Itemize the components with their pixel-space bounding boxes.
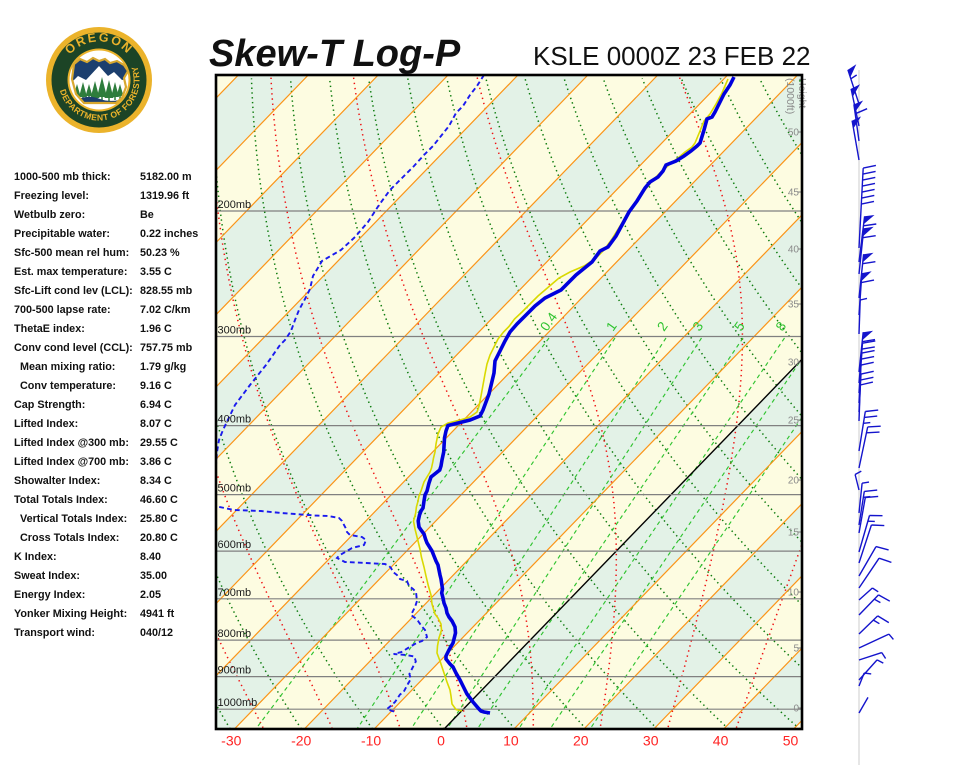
svg-text:Sfc-500 mean rel hum:: Sfc-500 mean rel hum:: [14, 247, 129, 259]
svg-text:Conv temperature:: Conv temperature:: [20, 380, 116, 392]
svg-text:5182.00 m: 5182.00 m: [140, 171, 192, 183]
svg-text:Mean mixing ratio:: Mean mixing ratio:: [20, 361, 115, 373]
svg-text:0: 0: [437, 733, 445, 749]
svg-text:45: 45: [788, 188, 800, 199]
svg-text:9.16 C: 9.16 C: [140, 380, 172, 392]
svg-text:50: 50: [788, 128, 800, 139]
svg-text:-30: -30: [221, 733, 241, 749]
svg-text:Be: Be: [140, 209, 154, 221]
svg-text:Est. max temperature:: Est. max temperature:: [14, 266, 127, 278]
svg-text:8.07 C: 8.07 C: [140, 418, 172, 430]
svg-text:20: 20: [788, 476, 800, 487]
svg-text:400mb: 400mb: [218, 414, 252, 426]
svg-text:757.75 mb: 757.75 mb: [140, 342, 193, 354]
svg-text:Freezing level:: Freezing level:: [14, 190, 89, 202]
svg-text:0.22 inches: 0.22 inches: [140, 228, 198, 240]
svg-text:040/12: 040/12: [140, 627, 173, 639]
svg-text:1319.96 ft: 1319.96 ft: [140, 190, 190, 202]
svg-text:800mb: 800mb: [218, 628, 252, 640]
svg-text:8.40: 8.40: [140, 551, 161, 563]
svg-text:7.02 C/km: 7.02 C/km: [140, 304, 190, 316]
svg-text:35: 35: [788, 300, 800, 311]
svg-text:10: 10: [788, 588, 800, 599]
svg-text:Cap Strength:: Cap Strength:: [14, 399, 85, 411]
svg-text:500mb: 500mb: [218, 483, 252, 495]
svg-text:K Index:: K Index:: [14, 551, 57, 563]
svg-text:1.96 C: 1.96 C: [140, 323, 172, 335]
svg-text:40: 40: [713, 733, 729, 749]
svg-text:Cross Totals Index:: Cross Totals Index:: [20, 532, 119, 544]
svg-text:40: 40: [788, 245, 800, 256]
svg-text:1000-500 mb thick:: 1000-500 mb thick:: [14, 171, 111, 183]
svg-text:700mb: 700mb: [218, 587, 252, 599]
svg-text:Lifted Index @700 mb:: Lifted Index @700 mb:: [14, 456, 129, 468]
svg-text:20: 20: [573, 733, 589, 749]
svg-text:828.55 mb: 828.55 mb: [140, 285, 193, 297]
svg-text:700-500 lapse rate:: 700-500 lapse rate:: [14, 304, 111, 316]
svg-text:46.60 C: 46.60 C: [140, 494, 178, 506]
svg-text:8.34 C: 8.34 C: [140, 475, 172, 487]
svg-text:1.79 g/kg: 1.79 g/kg: [140, 361, 186, 373]
svg-text:35.00: 35.00: [140, 570, 167, 582]
svg-text:50: 50: [783, 733, 799, 749]
svg-text:30: 30: [788, 358, 800, 369]
svg-text:Precipitable water:: Precipitable water:: [14, 228, 110, 240]
svg-text:50.23 %: 50.23 %: [140, 247, 180, 259]
svg-text:15: 15: [788, 528, 800, 539]
svg-text:Lifted Index @300 mb:: Lifted Index @300 mb:: [14, 437, 129, 449]
svg-text:2.05: 2.05: [140, 589, 161, 601]
svg-text:Energy Index:: Energy Index:: [14, 589, 85, 601]
svg-text:6.94 C: 6.94 C: [140, 399, 172, 411]
svg-text:KSLE 0000Z 23 FEB 22: KSLE 0000Z 23 FEB 22: [533, 41, 811, 71]
svg-text:10: 10: [503, 733, 519, 749]
svg-text:3.55 C: 3.55 C: [140, 266, 172, 278]
svg-text:1000mb: 1000mb: [218, 697, 258, 709]
svg-text:20.80 C: 20.80 C: [140, 532, 178, 544]
svg-text:300mb: 300mb: [218, 325, 252, 337]
svg-text:4941 ft: 4941 ft: [140, 608, 175, 620]
svg-text:Total Totals Index:: Total Totals Index:: [14, 494, 108, 506]
svg-text:(1000ft): (1000ft): [784, 78, 796, 114]
svg-text:25.80 C: 25.80 C: [140, 513, 178, 525]
svg-text:Conv cond level (CCL):: Conv cond level (CCL):: [14, 342, 133, 354]
svg-text:ThetaE index:: ThetaE index:: [14, 323, 85, 335]
svg-text:0: 0: [793, 704, 799, 715]
svg-text:29.55 C: 29.55 C: [140, 437, 178, 449]
svg-text:Lifted Index:: Lifted Index:: [14, 418, 78, 430]
svg-text:-20: -20: [291, 733, 311, 749]
svg-text:Sfc-Lift cond lev (LCL):: Sfc-Lift cond lev (LCL):: [14, 285, 133, 297]
svg-text:Yonker Mixing Height:: Yonker Mixing Height:: [14, 608, 127, 620]
svg-text:Showalter Index:: Showalter Index:: [14, 475, 100, 487]
svg-text:30: 30: [643, 733, 659, 749]
svg-text:3.86 C: 3.86 C: [140, 456, 172, 468]
svg-text:Sweat Index:: Sweat Index:: [14, 570, 80, 582]
svg-text:600mb: 600mb: [218, 539, 252, 551]
svg-text:Skew-T Log-P: Skew-T Log-P: [209, 33, 461, 75]
svg-text:Wetbulb zero:: Wetbulb zero:: [14, 209, 85, 221]
svg-text:Transport wind:: Transport wind:: [14, 627, 95, 639]
svg-text:200mb: 200mb: [218, 199, 252, 211]
svg-text:-10: -10: [361, 733, 381, 749]
svg-text:900mb: 900mb: [218, 665, 252, 677]
svg-text:5: 5: [793, 644, 799, 655]
svg-text:25: 25: [788, 416, 800, 427]
svg-text:Vertical Totals Index:: Vertical Totals Index:: [20, 513, 127, 525]
